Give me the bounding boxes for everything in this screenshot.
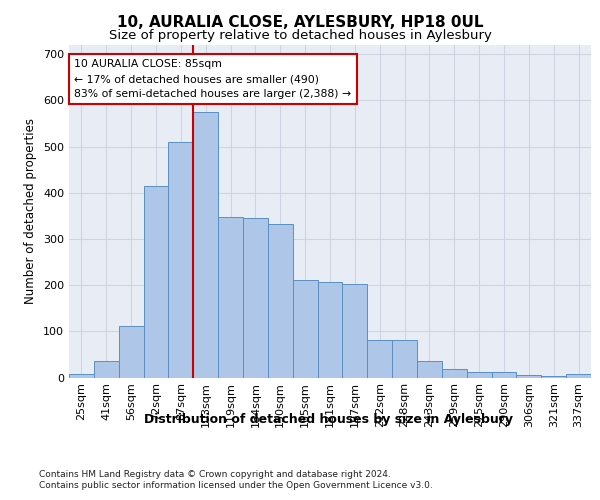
Bar	[94, 362, 119, 378]
Bar	[343, 284, 367, 378]
Text: Contains public sector information licensed under the Open Government Licence v3: Contains public sector information licen…	[39, 481, 433, 490]
Bar	[119, 326, 143, 378]
Text: 10, AURALIA CLOSE, AYLESBURY, HP18 0UL: 10, AURALIA CLOSE, AYLESBURY, HP18 0UL	[117, 15, 483, 30]
Bar	[367, 340, 392, 378]
Bar	[566, 374, 591, 378]
Bar	[243, 218, 268, 378]
Bar	[143, 186, 169, 378]
Bar	[517, 375, 541, 378]
Bar	[193, 112, 218, 378]
Bar	[541, 376, 566, 378]
Bar	[491, 372, 517, 378]
Y-axis label: Number of detached properties: Number of detached properties	[25, 118, 37, 304]
Bar	[442, 369, 467, 378]
Bar	[417, 362, 442, 378]
Text: Contains HM Land Registry data © Crown copyright and database right 2024.: Contains HM Land Registry data © Crown c…	[39, 470, 391, 479]
Bar	[392, 340, 417, 378]
Text: Distribution of detached houses by size in Aylesbury: Distribution of detached houses by size …	[145, 412, 513, 426]
Bar	[268, 224, 293, 378]
Bar	[169, 142, 193, 378]
Bar	[293, 280, 317, 378]
Text: Size of property relative to detached houses in Aylesbury: Size of property relative to detached ho…	[109, 29, 491, 42]
Bar	[317, 282, 343, 378]
Bar	[218, 218, 243, 378]
Bar	[69, 374, 94, 378]
Text: 10 AURALIA CLOSE: 85sqm
← 17% of detached houses are smaller (490)
83% of semi-d: 10 AURALIA CLOSE: 85sqm ← 17% of detache…	[74, 60, 351, 99]
Bar	[467, 372, 491, 378]
